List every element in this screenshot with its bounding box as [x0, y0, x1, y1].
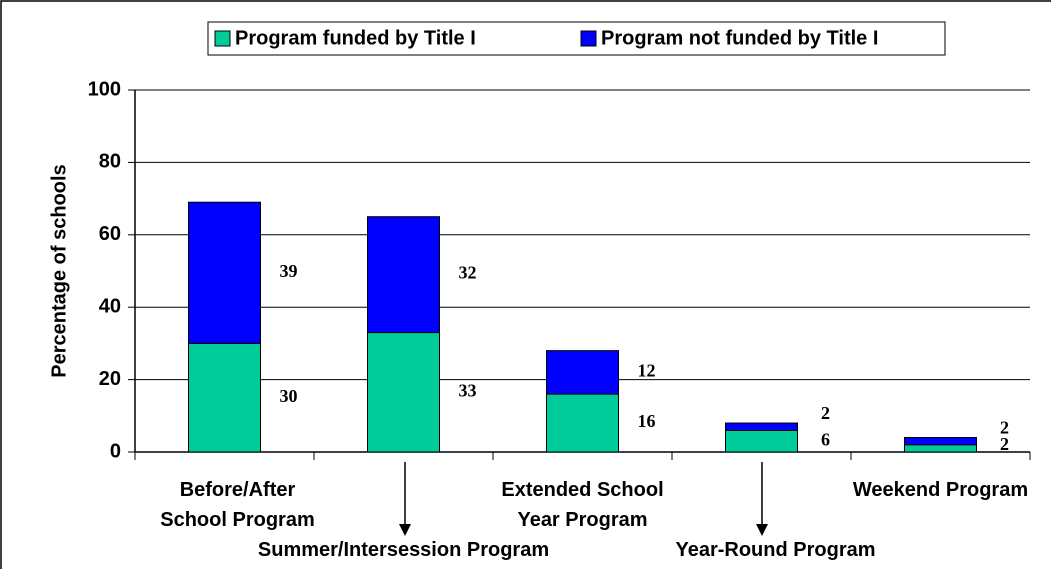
bar-segment — [546, 393, 619, 453]
value-label: 32 — [459, 263, 477, 283]
bar-segment — [367, 332, 440, 453]
value-label: 2 — [821, 403, 830, 423]
y-tick-label: 100 — [88, 78, 121, 100]
value-label: 39 — [280, 261, 298, 281]
value-label: 33 — [459, 380, 477, 400]
value-label: 6 — [821, 429, 830, 449]
y-tick-label: 40 — [99, 295, 121, 317]
arrow-head — [399, 524, 411, 536]
y-tick-label: 80 — [99, 151, 121, 173]
legend-swatch — [214, 30, 231, 47]
x-tick-label: Year-Round Program — [675, 539, 876, 561]
y-axis-label: Percentage of schools — [48, 164, 70, 377]
bar-segment — [904, 444, 977, 453]
value-label: 30 — [280, 386, 298, 406]
bar-segment — [725, 429, 798, 453]
x-tick-label: Weekend Program — [852, 479, 1029, 501]
legend-swatch — [580, 30, 597, 47]
value-label: 12 — [638, 360, 656, 380]
bar-segment — [725, 422, 798, 431]
bar-segment — [546, 350, 619, 395]
arrow-head — [756, 524, 768, 536]
x-tick-label: Before/After School Program — [160, 479, 315, 531]
bar-segment — [188, 201, 261, 344]
x-tick-label: Extended School Year Program — [501, 479, 664, 531]
y-tick-label: 0 — [110, 440, 121, 462]
bar-segment — [367, 216, 440, 334]
x-tick-label: Summer/Intersession Program — [257, 539, 550, 561]
legend-box — [207, 21, 946, 56]
legend-label: Program not funded by Title I — [601, 27, 878, 49]
y-tick-label: 20 — [99, 368, 121, 390]
value-label: 2 — [1000, 434, 1009, 454]
legend-label: Program funded by Title I — [235, 27, 476, 49]
value-label: 2 — [1000, 418, 1009, 438]
value-label: 16 — [638, 411, 656, 431]
y-tick-label: 60 — [99, 223, 121, 245]
bar-segment — [904, 437, 977, 446]
bar-segment — [188, 342, 261, 453]
